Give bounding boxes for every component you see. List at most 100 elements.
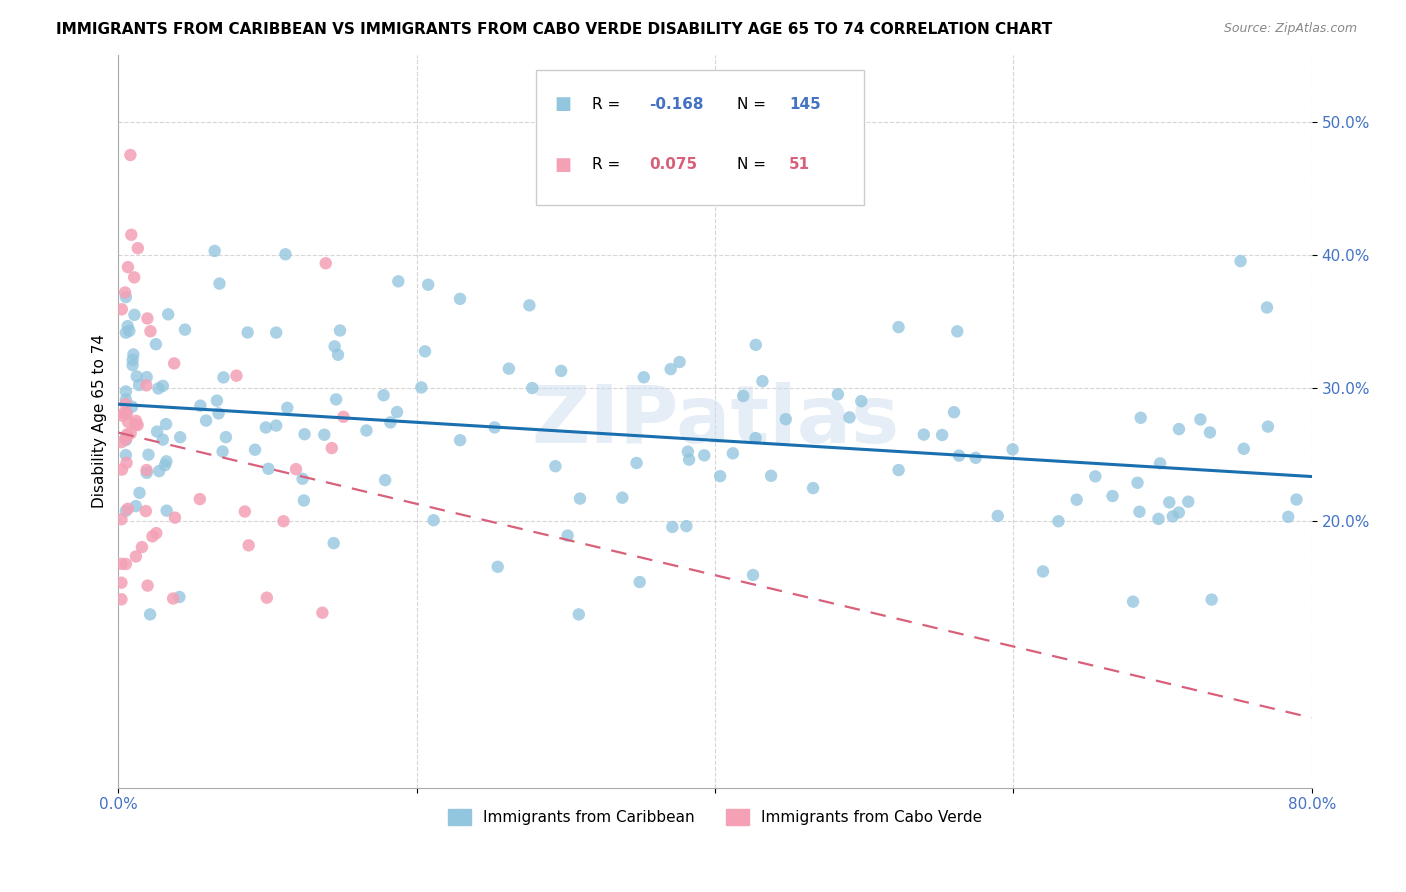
Text: -0.168: -0.168 xyxy=(650,96,704,112)
Point xyxy=(125,414,148,428)
Point xyxy=(145,337,167,351)
Point xyxy=(124,308,146,322)
Point xyxy=(745,338,768,352)
Point xyxy=(115,406,138,420)
Point xyxy=(987,508,1010,523)
Point xyxy=(668,355,690,369)
Point xyxy=(946,324,969,338)
Point xyxy=(498,361,520,376)
Point xyxy=(163,510,186,524)
Point xyxy=(292,493,315,508)
Point xyxy=(136,578,159,592)
Point xyxy=(212,370,235,384)
Point xyxy=(285,462,308,476)
FancyBboxPatch shape xyxy=(536,70,865,205)
Point xyxy=(678,452,700,467)
Point xyxy=(121,352,143,367)
Point xyxy=(138,448,160,462)
Text: 145: 145 xyxy=(789,96,821,112)
Point xyxy=(721,446,744,460)
Point xyxy=(135,466,157,480)
Point xyxy=(238,538,260,552)
Point xyxy=(115,504,138,518)
Point xyxy=(1201,592,1223,607)
Text: 51: 51 xyxy=(789,158,810,172)
Point xyxy=(827,387,849,401)
Point xyxy=(125,549,148,564)
Point xyxy=(135,463,157,477)
Point xyxy=(449,292,471,306)
Point xyxy=(136,311,159,326)
Point xyxy=(1159,495,1181,509)
Point xyxy=(121,400,143,414)
Point xyxy=(1047,514,1070,528)
Point xyxy=(117,319,139,334)
Point xyxy=(751,374,773,388)
Point xyxy=(322,536,344,550)
Point xyxy=(1084,469,1107,483)
Point xyxy=(110,557,132,571)
Point xyxy=(122,347,145,361)
Text: R =: R = xyxy=(592,158,620,172)
Point xyxy=(612,491,634,505)
Point xyxy=(568,607,591,622)
Point xyxy=(118,324,141,338)
Point xyxy=(411,380,433,394)
Point xyxy=(315,256,337,270)
Point xyxy=(1066,492,1088,507)
Point xyxy=(145,526,167,541)
Point xyxy=(115,430,138,444)
Point xyxy=(801,481,824,495)
Point xyxy=(155,454,177,468)
Point xyxy=(111,462,134,476)
Point xyxy=(1129,410,1152,425)
Point xyxy=(326,348,349,362)
Point xyxy=(188,492,211,507)
Point xyxy=(135,378,157,392)
Point xyxy=(236,326,259,340)
Point xyxy=(329,324,352,338)
Point xyxy=(294,427,316,442)
Point xyxy=(122,270,145,285)
Point xyxy=(1277,509,1299,524)
Point xyxy=(115,448,138,462)
Point xyxy=(264,418,287,433)
Point xyxy=(418,277,440,292)
Point xyxy=(124,417,146,432)
Point xyxy=(204,244,226,258)
Point xyxy=(115,427,138,442)
Point xyxy=(1032,565,1054,579)
Point xyxy=(356,424,378,438)
Point xyxy=(112,406,135,420)
Point xyxy=(321,441,343,455)
Point xyxy=(156,503,179,517)
Point xyxy=(157,307,180,321)
Point xyxy=(264,326,287,340)
Point xyxy=(128,378,150,392)
Point xyxy=(486,559,509,574)
Text: ■: ■ xyxy=(554,156,571,174)
Point xyxy=(522,381,544,395)
Point xyxy=(413,344,436,359)
Point xyxy=(1167,506,1189,520)
Point xyxy=(1199,425,1222,440)
Point xyxy=(115,456,138,470)
Point xyxy=(323,339,346,353)
Point xyxy=(676,444,699,458)
Point xyxy=(1285,492,1308,507)
Point xyxy=(125,499,148,513)
Point xyxy=(120,148,142,162)
Point xyxy=(115,326,138,340)
Point xyxy=(163,356,186,370)
Point xyxy=(311,606,333,620)
Point xyxy=(139,607,162,622)
Point xyxy=(838,410,860,425)
Text: IMMIGRANTS FROM CARIBBEAN VS IMMIGRANTS FROM CABO VERDE DISABILITY AGE 65 TO 74 : IMMIGRANTS FROM CARIBBEAN VS IMMIGRANTS … xyxy=(56,22,1053,37)
Point xyxy=(912,427,935,442)
Point xyxy=(208,277,231,291)
Point xyxy=(314,427,336,442)
Point xyxy=(141,529,163,543)
Point xyxy=(1256,301,1278,315)
Point xyxy=(1149,456,1171,470)
Point xyxy=(374,473,396,487)
